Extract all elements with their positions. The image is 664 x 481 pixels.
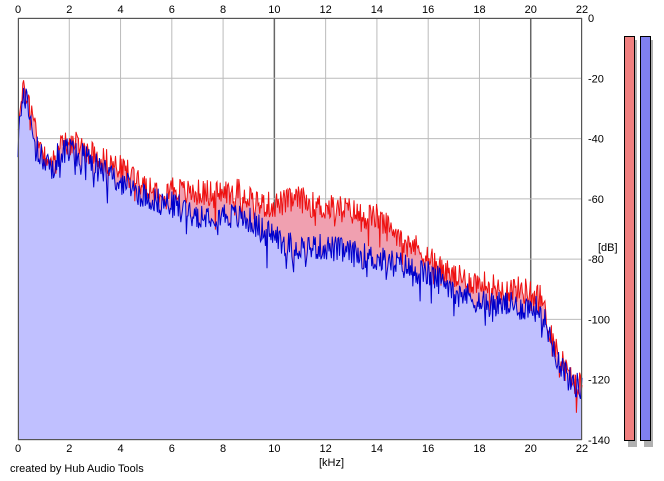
y-tick-label: 0 xyxy=(588,13,594,25)
x-tick-label-bottom: 20 xyxy=(525,443,537,455)
credit-text: created by Hub Audio Tools xyxy=(10,463,144,475)
plot-frame xyxy=(18,18,582,440)
series-0-line xyxy=(17,80,583,413)
x-tick-label-bottom: 2 xyxy=(66,443,72,455)
x-tick-label-bottom: 0 xyxy=(15,443,21,455)
series-layer xyxy=(17,80,583,441)
level-meter-right xyxy=(640,36,651,441)
x-tick-label-top: 14 xyxy=(371,4,383,16)
x-tick-label-top: 16 xyxy=(422,4,434,16)
x-tick-label-top: 0 xyxy=(15,4,21,16)
x-tick-label-top: 4 xyxy=(117,4,123,16)
x-tick-label-top: 10 xyxy=(268,4,280,16)
y-tick-label: -20 xyxy=(588,73,604,85)
x-tick-label-bottom: 16 xyxy=(422,443,434,455)
x-tick-label-bottom: 12 xyxy=(320,443,332,455)
x-tick-label-bottom: 18 xyxy=(473,443,485,455)
x-tick-label-top: 22 xyxy=(576,4,588,16)
y-tick-label: -80 xyxy=(588,254,604,266)
x-tick-label-bottom: 8 xyxy=(220,443,226,455)
y-tick-label: -60 xyxy=(588,194,604,206)
x-axis-label: [kHz] xyxy=(319,457,344,469)
y-tick-label: -100 xyxy=(588,314,610,326)
y-tick-label: -40 xyxy=(588,134,604,146)
x-tick-label-bottom: 4 xyxy=(117,443,123,455)
x-tick-label-bottom: 10 xyxy=(268,443,280,455)
x-tick-label-top: 8 xyxy=(220,4,226,16)
series-1-fill xyxy=(18,87,582,441)
level-meter-left xyxy=(624,36,635,441)
y-axis-label: [dB] xyxy=(598,242,618,254)
series-1-line xyxy=(17,87,583,400)
x-tick-label-top: 12 xyxy=(320,4,332,16)
x-tick-label-top: 6 xyxy=(169,4,175,16)
x-tick-label-top: 2 xyxy=(66,4,72,16)
x-tick-label-bottom: 6 xyxy=(169,443,175,455)
x-tick-label-top: 18 xyxy=(473,4,485,16)
y-tick-labels: 0 -20 -40 -60 -80 -100 -120 -140 xyxy=(588,13,610,447)
x-tick-label-bottom: 14 xyxy=(371,443,383,455)
x-tick-label-bottom: 22 xyxy=(576,443,588,455)
y-tick-label: -120 xyxy=(588,375,610,387)
y-tick-label: -140 xyxy=(588,435,610,447)
x-tick-label-top: 20 xyxy=(525,4,537,16)
